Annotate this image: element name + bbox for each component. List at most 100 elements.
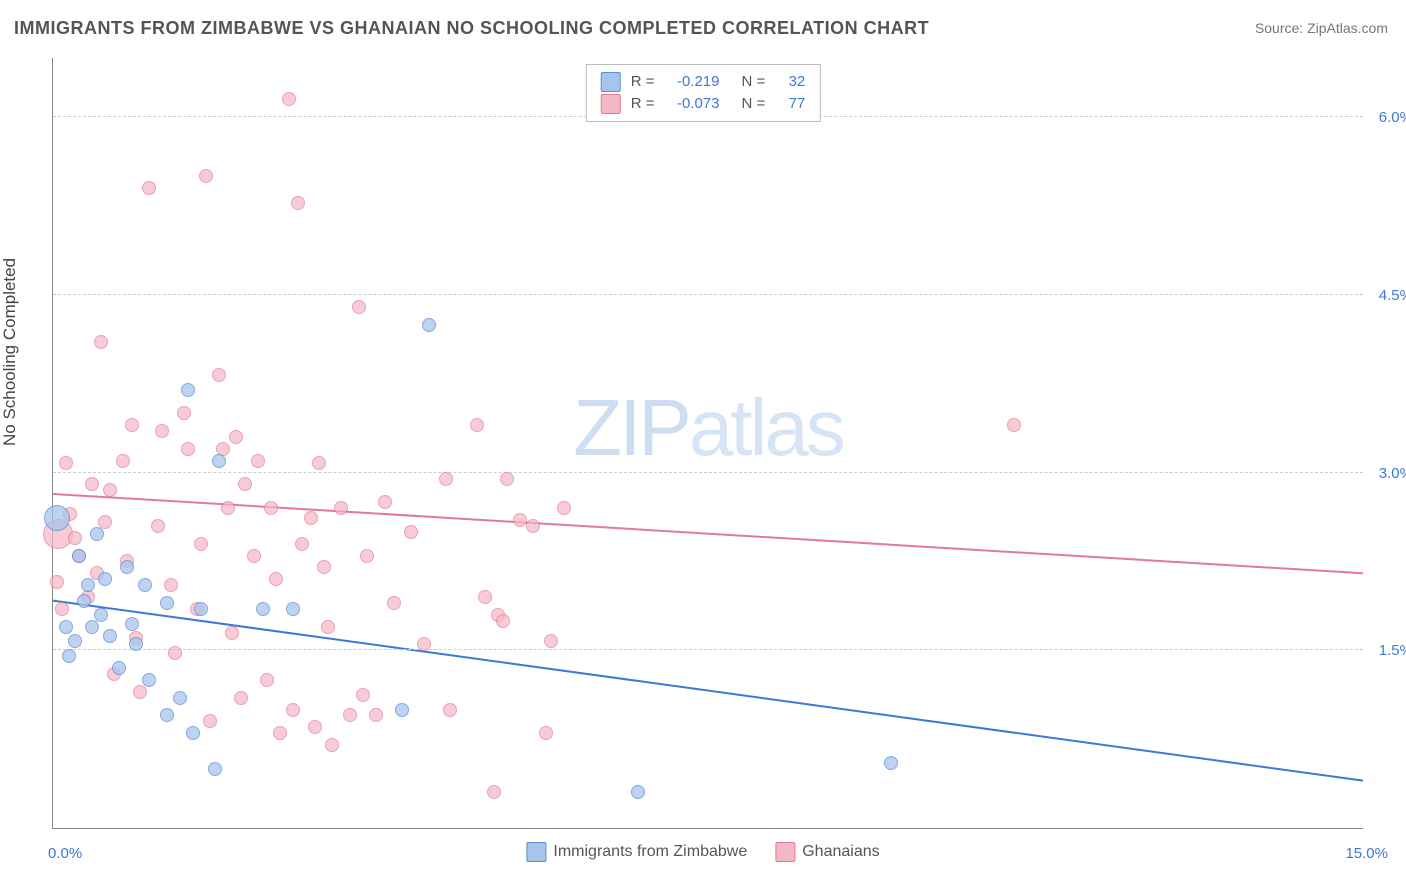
legend-item-zimbabwe: Immigrants from Zimbabwe — [526, 842, 747, 862]
r-label: R = — [631, 71, 655, 93]
zimbabwe-point — [422, 318, 436, 332]
n-value: 32 — [775, 71, 805, 93]
ghanaian-point — [526, 519, 540, 533]
gridline — [53, 649, 1363, 650]
ghanaian-point — [273, 726, 287, 740]
ghanaian-point — [539, 726, 553, 740]
ghanaian-point — [308, 720, 322, 734]
ghanaian-point — [496, 614, 510, 628]
ghanaian-point — [295, 537, 309, 551]
ghanaian-point — [168, 646, 182, 660]
ghanaian-point — [443, 703, 457, 717]
legend-label: Immigrants from Zimbabwe — [553, 843, 747, 861]
ghanaian-point — [155, 424, 169, 438]
n-label: N = — [742, 93, 766, 115]
ghanaian-point — [487, 785, 501, 799]
source-label: Source: ZipAtlas.com — [1255, 20, 1388, 36]
zimbabwe-swatch-icon — [526, 842, 546, 862]
ghanaian-point — [321, 620, 335, 634]
ghanaian-point — [251, 454, 265, 468]
ghanaian-point — [142, 181, 156, 195]
y-axis-label: No Schooling Completed — [0, 258, 20, 446]
zimbabwe-point — [181, 383, 195, 397]
watermark-bold: ZIP — [573, 383, 688, 472]
correlation-legend-row: R =-0.219N =32 — [601, 71, 806, 93]
zimbabwe-point — [208, 762, 222, 776]
correlation-legend-box: R =-0.219N =32R =-0.073N =77 — [586, 64, 821, 122]
ghanaian-point — [125, 418, 139, 432]
ghanaian-point — [247, 549, 261, 563]
zimbabwe-trend-line — [53, 601, 1363, 781]
ghanaian-point — [317, 560, 331, 574]
ghanaian-point — [282, 92, 296, 106]
zimbabwe-point — [142, 673, 156, 687]
ghanaian-point — [85, 477, 99, 491]
ghanaian-point — [68, 531, 82, 545]
ghanaian-point — [378, 495, 392, 509]
legend-label: Ghanaians — [802, 843, 879, 861]
ghanaian-point — [312, 456, 326, 470]
ghanaian-point — [387, 596, 401, 610]
ghanaian-point — [229, 430, 243, 444]
ghanaian-point — [334, 501, 348, 515]
ghanaian-point — [325, 738, 339, 752]
zimbabwe-point — [120, 560, 134, 574]
ghanaian-point — [181, 442, 195, 456]
ghanaian-point — [151, 519, 165, 533]
ghanaian-point — [356, 688, 370, 702]
zimbabwe-point — [395, 703, 409, 717]
ghanaian-point — [55, 602, 69, 616]
zimbabwe-point — [98, 572, 112, 586]
ghanaian-point — [194, 537, 208, 551]
ghanaian-point — [269, 572, 283, 586]
watermark: ZIPatlas — [573, 382, 842, 474]
ghanaian-point — [478, 590, 492, 604]
ghanaian-point — [116, 454, 130, 468]
ghanaian-point — [1007, 418, 1021, 432]
zimbabwe-point — [212, 454, 226, 468]
ghanaian-point — [103, 483, 117, 497]
ghanaian-point — [94, 335, 108, 349]
zimbabwe-point — [81, 578, 95, 592]
ghanaian-point — [291, 196, 305, 210]
correlation-legend-row: R = -0.073 N = 77 — [601, 93, 806, 115]
gridline — [53, 472, 1363, 473]
r-label: R = — [631, 93, 655, 115]
series-legend: Immigrants from Zimbabwe Ghanaians — [526, 842, 879, 862]
zimbabwe-point — [194, 602, 208, 616]
zimbabwe-point — [59, 620, 73, 634]
n-value: 77 — [775, 93, 805, 115]
zimbabwe-point — [90, 527, 104, 541]
n-label: N = — [742, 71, 766, 93]
ghanaian-point — [286, 703, 300, 717]
trend-lines-svg — [53, 58, 1363, 828]
ghanaian-point — [513, 513, 527, 527]
y-axis-tick: 3.0% — [1368, 465, 1406, 482]
gridline — [53, 294, 1363, 295]
zimbabwe-point — [160, 708, 174, 722]
y-axis-tick: 6.0% — [1368, 109, 1406, 126]
zimbabwe-point — [138, 578, 152, 592]
zimbabwe-point — [85, 620, 99, 634]
ghanaian-point — [50, 575, 64, 589]
ghanaian-point — [264, 501, 278, 515]
ghanaian-point — [439, 472, 453, 486]
chart-title: IMMIGRANTS FROM ZIMBABWE VS GHANAIAN NO … — [14, 18, 929, 39]
ghanaian-point — [343, 708, 357, 722]
ghanaian-point — [352, 300, 366, 314]
ghanaian-point — [212, 368, 226, 382]
x-axis-tick-min: 0.0% — [48, 845, 82, 862]
ghanaian-point — [164, 578, 178, 592]
r-value: -0.073 — [665, 93, 720, 115]
zimbabwe-point — [286, 602, 300, 616]
zimbabwe-point — [68, 634, 82, 648]
ghanaian-point — [225, 626, 239, 640]
ghanaian-point — [199, 169, 213, 183]
ghanaian-swatch-icon — [601, 94, 621, 114]
zimbabwe-point — [72, 549, 86, 563]
zimbabwe-point — [186, 726, 200, 740]
ghanaian-point — [470, 418, 484, 432]
watermark-thin: atlas — [689, 383, 843, 472]
ghanaian-point — [133, 685, 147, 699]
zimbabwe-point — [103, 629, 117, 643]
